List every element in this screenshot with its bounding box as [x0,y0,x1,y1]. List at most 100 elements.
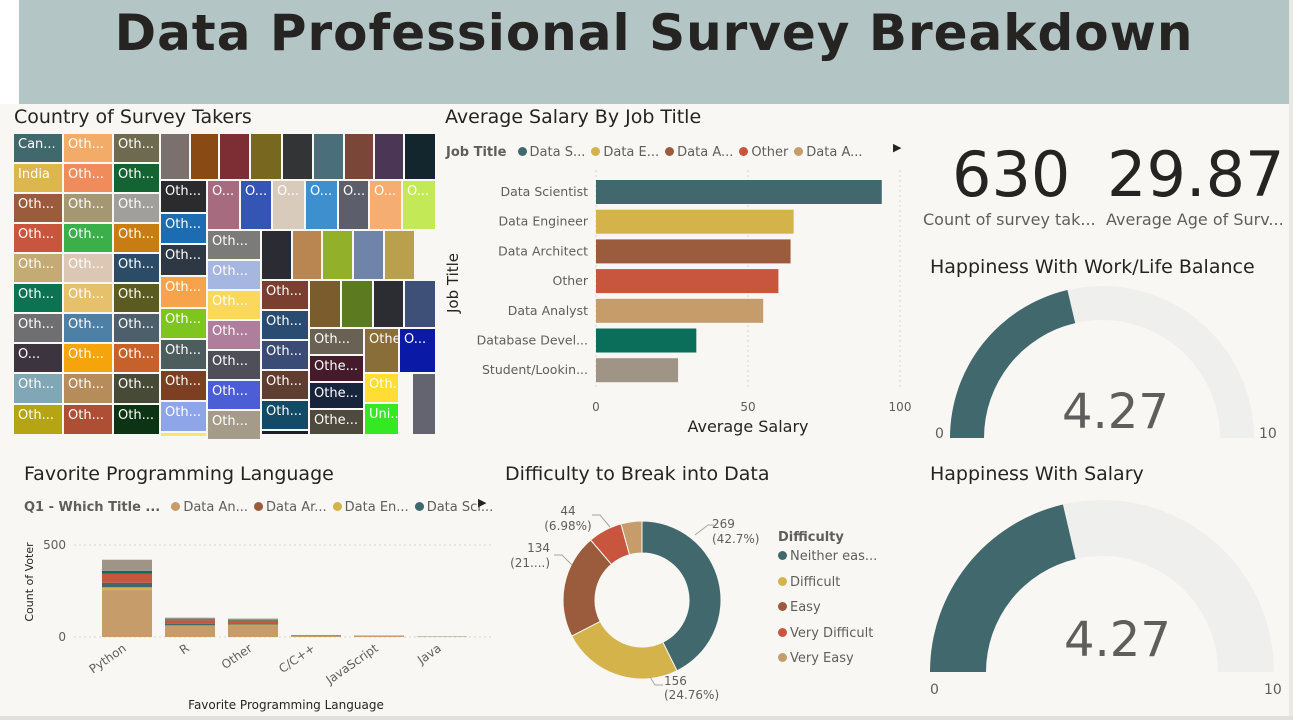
treemap-cell[interactable]: Oth... [13,373,63,404]
treemap-cell[interactable] [309,280,341,328]
treemap-cell[interactable]: Oth... [63,343,113,373]
treemap-cell[interactable] [384,230,415,280]
treemap-cell[interactable]: Oth... [113,253,160,283]
treemap-cell[interactable]: O... [305,180,338,230]
treemap-cell[interactable]: Oth... [261,310,309,340]
treemap-cell[interactable]: O... [338,180,369,230]
treemap-cell[interactable]: Oth... [63,283,113,313]
treemap-cell[interactable]: Oth... [113,193,160,223]
treemap-cell[interactable]: Oth... [261,400,309,430]
treemap-cell[interactable]: Oth... [113,283,160,313]
treemap-cell[interactable]: Oth... [160,276,207,308]
treemap-cell[interactable]: Oth... [63,193,113,223]
treemap-cell[interactable] [160,133,190,180]
treemap-cell[interactable]: Oth... [160,180,207,213]
treemap-cell[interactable] [282,133,313,180]
treemap-cell[interactable]: Oth... [113,223,160,253]
treemap-cell[interactable]: O... [207,180,240,230]
salary-legend-item[interactable]: Data E... [591,145,659,160]
treemap-cell[interactable]: Oth... [261,370,309,400]
treemap-cell[interactable] [374,133,404,180]
treemap-cell[interactable]: India [13,163,63,193]
treemap-cell[interactable]: Oth... [261,340,309,370]
difficulty-legend-item[interactable]: Easy [778,600,877,626]
salary-legend-item[interactable]: Data A... [665,145,733,160]
treemap-cell[interactable]: Oth... [113,343,160,373]
treemap-cell[interactable]: O... [402,180,436,230]
language-legend-next-arrow-icon[interactable]: ▶ [478,496,487,509]
treemap-cell[interactable]: Oth... [207,230,261,260]
salary-legend-item[interactable]: Other [739,145,788,160]
language-legend-item[interactable]: Data Sci... [414,500,493,515]
treemap-cell[interactable]: Oth... [63,133,113,163]
treemap-cell[interactable]: Oth... [160,339,207,370]
treemap-cell[interactable]: Oth... [160,432,207,437]
treemap-cell[interactable] [219,133,250,180]
treemap-cell[interactable]: Can... [13,133,63,163]
treemap-cell[interactable]: Oth... [207,320,261,350]
treemap-cell[interactable]: Oth... [113,404,160,435]
treemap-cell[interactable]: Oth... [63,163,113,193]
difficulty-legend-item[interactable]: Very Difficult [778,626,877,652]
treemap-cell[interactable] [344,133,374,180]
treemap-cell[interactable]: O... [272,180,305,230]
salary-legend-item[interactable]: Data S... [517,145,585,160]
treemap-cell[interactable]: O... [369,180,402,230]
legend-next-arrow-icon[interactable]: ▶ [893,141,902,154]
treemap-cell[interactable]: Oth... [63,253,113,283]
treemap-cell[interactable]: Oth... [160,370,207,401]
treemap-cell[interactable]: Oth... [13,404,63,435]
treemap-cell[interactable] [353,230,384,280]
treemap-cell[interactable] [404,133,436,180]
treemap-cell[interactable]: Othe... [309,409,364,435]
treemap-cell[interactable] [313,133,344,180]
country-treemap[interactable]: Can... Oth... Oth... India Oth... Oth... Oth..… [13,133,436,440]
treemap-cell[interactable]: O... [240,180,272,230]
treemap-cell[interactable]: Oth... [113,373,160,404]
difficulty-legend-item[interactable]: Neither eas... [778,549,877,575]
difficulty-legend-item[interactable]: Difficult [778,575,877,601]
treemap-cell[interactable] [341,280,373,328]
treemap-cell[interactable]: Oth... [207,260,261,290]
treemap-cell[interactable]: Oth... [207,410,261,440]
treemap-cell[interactable]: O... [399,328,436,373]
treemap-cell[interactable]: Oth... [261,430,309,435]
treemap-cell[interactable]: Oth... [207,380,261,410]
difficulty-legend-item[interactable]: Very Easy [778,651,877,677]
treemap-cell[interactable]: Oth... [63,313,113,343]
treemap-cell[interactable]: Oth... [160,308,207,339]
treemap-cell[interactable]: Oth... [13,253,63,283]
language-legend-item[interactable]: Data An... [171,500,248,515]
treemap-cell[interactable]: Oth... [113,163,160,193]
treemap-cell[interactable] [261,230,292,280]
treemap-cell[interactable] [292,230,322,280]
treemap-cell[interactable]: Oth... [63,223,113,253]
treemap-cell[interactable]: O... [13,343,63,373]
treemap-cell[interactable]: Othe... [309,355,364,382]
language-legend-item[interactable]: Data Ar... [254,500,327,515]
treemap-cell[interactable]: Oth... [160,213,207,244]
treemap-cell[interactable]: Oth... [13,313,63,343]
treemap-cell[interactable]: Oth... [13,223,63,253]
treemap-cell[interactable]: Uni... [364,403,399,435]
language-legend-item[interactable]: Data En... [332,500,409,515]
treemap-cell[interactable]: Oth... [261,280,309,310]
treemap-cell[interactable] [322,230,353,280]
treemap-cell[interactable] [373,280,404,328]
treemap-cell[interactable] [404,280,436,328]
treemap-cell[interactable]: Oth... [113,133,160,163]
treemap-cell[interactable]: Oth... [63,373,113,404]
treemap-cell[interactable] [412,373,436,435]
treemap-cell[interactable]: Oth... [13,283,63,313]
treemap-cell[interactable]: Oth... [160,401,207,432]
treemap-cell[interactable]: Oth... [207,350,261,380]
treemap-cell[interactable]: Oth... [309,328,364,355]
treemap-cell[interactable]: Oth... [63,404,113,435]
treemap-cell[interactable] [190,133,219,180]
treemap-cell[interactable]: Othe... [364,328,399,373]
salary-legend-item[interactable]: Data A... [794,145,863,160]
treemap-cell[interactable]: Oth... [13,193,63,223]
treemap-cell[interactable]: Oth... [364,373,399,403]
treemap-cell[interactable]: Oth... [113,313,160,343]
treemap-cell[interactable]: Oth... [207,290,261,320]
